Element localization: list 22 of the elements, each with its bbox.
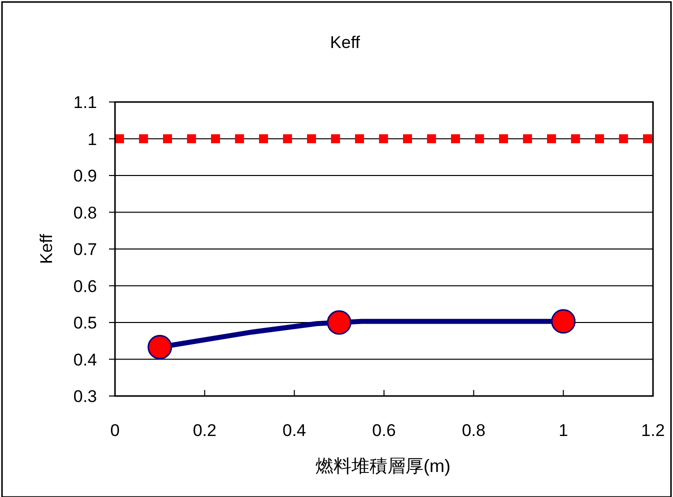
point xyxy=(326,310,352,335)
x-tick-label: 0 xyxy=(110,421,120,440)
y-tick-label: 0.5 xyxy=(73,314,97,332)
x-axis-title: 燃料堆積層厚(m) xyxy=(316,456,450,476)
x-tick-label: 0.6 xyxy=(372,421,396,440)
y-axis-title: Keff xyxy=(37,234,56,264)
chart-title: Keff xyxy=(330,33,360,52)
y-tick-label: 1.1 xyxy=(73,93,97,112)
x-tick-label: 0.2 xyxy=(192,421,216,440)
x-tick-label: 1.2 xyxy=(641,421,665,440)
point xyxy=(148,334,172,360)
x-tick-label: 1 xyxy=(558,421,568,440)
y-tick-label: 0.9 xyxy=(73,166,97,186)
point xyxy=(551,309,576,334)
y-tick-label: 0.8 xyxy=(73,203,97,222)
y-tick-label: 1 xyxy=(88,130,97,149)
y-tick-label: 0.4 xyxy=(73,350,97,370)
x-tick-label: 0.8 xyxy=(462,421,486,440)
y-tick-label: 0.7 xyxy=(73,240,97,259)
x-tick-label: 0.4 xyxy=(282,421,306,440)
y-tick-label: 0.6 xyxy=(73,276,97,296)
y-tick-label: 0.3 xyxy=(73,387,97,406)
